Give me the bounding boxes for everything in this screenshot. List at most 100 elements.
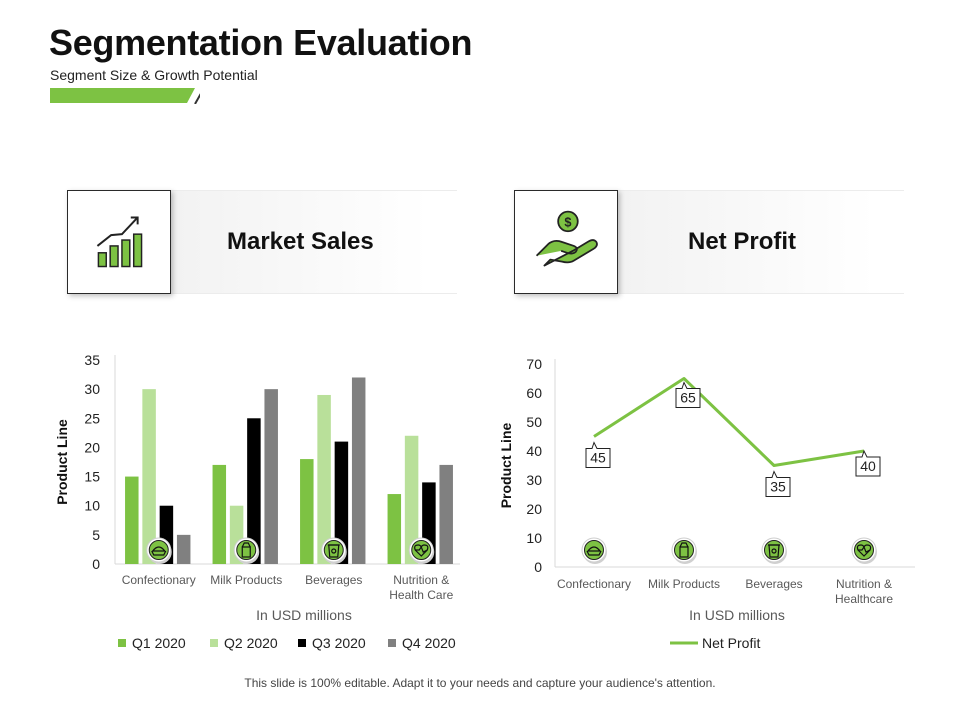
icon-fill	[674, 540, 694, 560]
x-axis-title: In USD millions	[689, 607, 785, 623]
bar	[439, 464, 453, 564]
y-tick-label: 0	[92, 556, 100, 572]
x-tick-label: Nutrition & Healthcare	[835, 577, 893, 606]
cup-icon	[761, 537, 787, 564]
pie-dish	[586, 550, 602, 556]
x-tick-label: Milk Products	[210, 573, 282, 587]
legend-swatch	[388, 639, 396, 647]
milk-carton-icon	[233, 537, 260, 564]
y-axis-title: Product Line	[498, 423, 514, 509]
bar	[176, 534, 191, 564]
cup-logo	[331, 548, 337, 554]
legend-label: Q3 2020	[312, 635, 366, 651]
y-tick-label: 0	[534, 559, 542, 575]
card-shade	[618, 190, 904, 294]
card-shade	[171, 190, 457, 294]
callout-box	[585, 441, 611, 468]
bar	[264, 389, 278, 564]
pie-top	[151, 546, 166, 552]
bar	[142, 389, 156, 564]
y-tick-label: 15	[84, 469, 100, 485]
bar	[300, 459, 314, 564]
heart-pulse-icon	[408, 537, 435, 564]
page-subtitle: Segment Size & Growth Potential	[50, 67, 258, 83]
pie-top	[586, 546, 602, 552]
legend-label: Q2 2020	[224, 635, 278, 651]
page-title: Segmentation Evaluation	[49, 22, 473, 63]
y-tick-label: 40	[526, 443, 542, 459]
callout-box	[765, 470, 791, 497]
legend-swatch	[210, 639, 218, 647]
heart-pulse-icon	[851, 537, 877, 564]
y-tick-label: 10	[84, 498, 100, 514]
y-tick-label: 60	[526, 385, 542, 401]
y-tick-label: 25	[84, 410, 100, 426]
market-sales-bar-chart: 0 5 10 15 20 25 30 35 Product Line Confectionary M…	[54, 352, 460, 651]
milk-carton-icon	[671, 537, 697, 564]
growth-chart-icon	[67, 190, 171, 294]
icon-fill	[236, 540, 257, 560]
x-axis-title: In USD millions	[256, 607, 352, 623]
cup-icon	[321, 537, 347, 564]
callout-box	[675, 381, 701, 408]
data-label: 45	[590, 450, 606, 466]
x-tick-label: Milk Products	[648, 577, 720, 591]
y-tick-label: 30	[526, 472, 542, 488]
legend-swatch	[118, 639, 126, 647]
x-tick-label: Confectionary	[557, 577, 631, 591]
x-tick-label: Beverages	[305, 573, 362, 587]
legend-swatch	[298, 639, 306, 647]
y-axis-title: Product Line	[54, 419, 70, 505]
market-sales-label: Market Sales	[227, 228, 374, 255]
bar	[334, 441, 349, 564]
cup-logo	[771, 548, 777, 554]
carton-body	[241, 546, 251, 558]
carton-top	[679, 542, 689, 548]
pulse-line	[858, 545, 871, 553]
data-label-callout: 45	[585, 441, 611, 468]
y-tick-label: 20	[84, 439, 100, 455]
y-tick-label: 5	[92, 527, 100, 543]
data-label-callout: 35	[765, 470, 791, 497]
money-hand-icon: $	[514, 190, 618, 294]
icon-fill	[584, 540, 604, 560]
footer-note: This slide is 100% editable. Adapt it to…	[244, 676, 716, 690]
market-sales-card: Market Sales	[67, 190, 457, 294]
bar	[317, 394, 331, 564]
x-tick-label: Confectionary	[122, 573, 196, 587]
title-accent-bar	[50, 88, 200, 104]
pulse-line	[415, 545, 428, 553]
bar	[125, 476, 139, 564]
carton-top	[241, 542, 251, 548]
legend-label: Net Profit	[702, 635, 760, 651]
y-tick-label: 70	[526, 356, 542, 372]
data-label-callout: 65	[675, 381, 701, 408]
bar	[404, 435, 419, 564]
net-profit-label: Net Profit	[688, 228, 796, 255]
y-tick-label: 30	[84, 381, 100, 397]
x-tick-label: Beverages	[745, 577, 802, 591]
bar	[247, 418, 261, 564]
bar	[351, 377, 366, 564]
data-label: 40	[860, 458, 876, 474]
x-tick-label: Nutrition & Health Care	[389, 573, 453, 602]
y-tick-label: 50	[526, 414, 542, 430]
y-tick-label: 10	[526, 530, 542, 546]
data-label: 35	[770, 479, 786, 495]
pie-icon	[146, 537, 172, 564]
legend-label: Q1 2020	[132, 635, 186, 651]
net-profit-card: $ Net Profit	[514, 190, 904, 294]
svg-text:$: $	[564, 214, 571, 229]
pie-dish	[151, 550, 167, 556]
net-profit-line-chart: 0 10 20 30 40 50 60 70 Product Line 45 Confectiona…	[498, 356, 915, 651]
bar	[387, 494, 402, 564]
y-tick-label: 35	[84, 352, 100, 368]
carton-body	[679, 546, 689, 558]
pie-icon	[581, 537, 607, 564]
net-profit-line	[593, 377, 865, 467]
callout-box	[855, 449, 881, 477]
bar	[212, 464, 227, 564]
data-label-callout: 40	[855, 449, 881, 477]
icon-fill	[148, 540, 169, 560]
legend-label: Q4 2020	[402, 635, 456, 651]
